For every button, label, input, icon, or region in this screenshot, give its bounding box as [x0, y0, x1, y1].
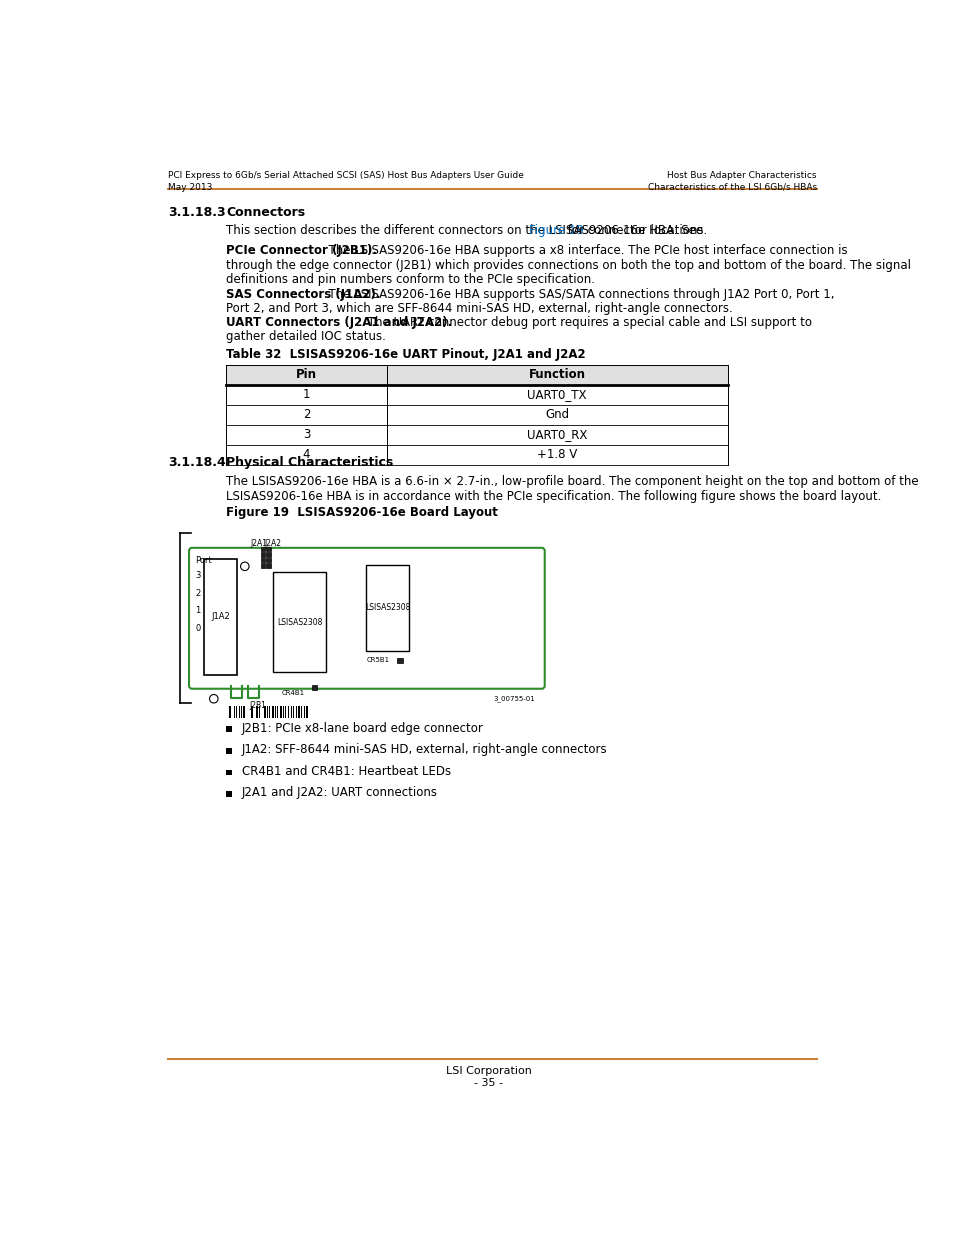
- Text: LSISAS9206-16e HBA is in accordance with the PCIe specification. The following f: LSISAS9206-16e HBA is in accordance with…: [226, 490, 881, 503]
- Text: 3.1.18.4: 3.1.18.4: [168, 456, 226, 469]
- Text: gather detailed IOC status.: gather detailed IOC status.: [226, 330, 386, 343]
- Text: LSISAS2308: LSISAS2308: [277, 618, 322, 626]
- Text: PCIe Connector (J2B1).: PCIe Connector (J2B1).: [226, 245, 376, 257]
- Text: Connectors: Connectors: [226, 206, 305, 219]
- Text: +1.8 V: +1.8 V: [537, 448, 577, 461]
- Bar: [260, 547, 265, 551]
- Text: for connector locations.: for connector locations.: [563, 225, 706, 237]
- Bar: [226, 748, 232, 753]
- Text: LSISAS2308: LSISAS2308: [365, 604, 410, 613]
- Text: The LSISAS9206-16e HBA is a 6.6-in × 2.7-in., low-profile board. The component h: The LSISAS9206-16e HBA is a 6.6-in × 2.7…: [226, 475, 918, 489]
- Text: 4: 4: [302, 448, 310, 461]
- Bar: [260, 552, 265, 557]
- Bar: [243, 705, 244, 718]
- Bar: [267, 705, 268, 718]
- Text: through the edge connector (J2B1) which provides connections on both the top and: through the edge connector (J2B1) which …: [226, 258, 910, 272]
- Text: 1: 1: [195, 606, 200, 615]
- Bar: [226, 425, 727, 445]
- Bar: [279, 705, 281, 718]
- Bar: [266, 558, 271, 562]
- Text: UART0_TX: UART0_TX: [527, 388, 586, 401]
- Text: Physical Characteristics: Physical Characteristics: [226, 456, 393, 469]
- Bar: [226, 384, 727, 405]
- Text: Port: Port: [195, 556, 212, 564]
- Text: Pin: Pin: [295, 368, 316, 382]
- Text: J2A2: J2A2: [264, 538, 281, 548]
- Text: Function: Function: [528, 368, 585, 382]
- Text: Figure 19: Figure 19: [529, 225, 583, 237]
- Bar: [251, 705, 253, 718]
- Text: Characteristics of the LSI 6Gb/s HBAs: Characteristics of the LSI 6Gb/s HBAs: [647, 183, 816, 191]
- Bar: [266, 552, 271, 557]
- Text: J2B1: J2B1: [250, 701, 266, 710]
- Text: The LSISAS9206-16e HBA supports a x8 interface. The PCIe host interface connecti: The LSISAS9206-16e HBA supports a x8 int…: [320, 245, 846, 257]
- Bar: [366, 564, 409, 651]
- Text: The UART connector debug port requires a special cable and LSI support to: The UART connector debug port requires a…: [363, 316, 811, 329]
- Bar: [204, 558, 236, 674]
- Text: UART0_RX: UART0_RX: [526, 429, 587, 441]
- Text: definitions and pin numbers conform to the PCIe specification.: definitions and pin numbers conform to t…: [226, 273, 595, 287]
- Text: J1A2: J1A2: [212, 613, 230, 621]
- Circle shape: [210, 694, 218, 703]
- Text: J2A1: J2A1: [250, 538, 267, 548]
- Bar: [260, 558, 265, 562]
- Bar: [274, 705, 276, 718]
- Bar: [226, 364, 727, 384]
- Bar: [264, 705, 266, 718]
- Text: 3_00755-01: 3_00755-01: [493, 695, 535, 703]
- Bar: [238, 705, 240, 718]
- Text: Figure 19  LSISAS9206-16e Board Layout: Figure 19 LSISAS9206-16e Board Layout: [226, 506, 497, 519]
- Text: CR4B1 and CR4B1: Heartbeat LEDs: CR4B1 and CR4B1: Heartbeat LEDs: [241, 764, 451, 778]
- Text: J2A1 and J2A2: UART connections: J2A1 and J2A2: UART connections: [241, 787, 437, 799]
- Text: PCI Express to 6Gb/s Serial Attached SCSI (SAS) Host Bus Adapters User Guide: PCI Express to 6Gb/s Serial Attached SCS…: [168, 172, 523, 180]
- Bar: [295, 705, 297, 718]
- Text: CR4B1: CR4B1: [281, 690, 304, 697]
- Text: This section describes the different connectors on the LSISAS9206-16e HBA. See: This section describes the different con…: [226, 225, 706, 237]
- Bar: [397, 658, 402, 663]
- Circle shape: [240, 562, 249, 571]
- Bar: [226, 769, 232, 776]
- Bar: [226, 405, 727, 425]
- Text: 1: 1: [302, 388, 310, 401]
- Text: Table 32  LSISAS9206-16e UART Pinout, J2A1 and J2A2: Table 32 LSISAS9206-16e UART Pinout, J2A…: [226, 347, 585, 361]
- Bar: [229, 705, 231, 718]
- Bar: [266, 563, 271, 568]
- Bar: [291, 705, 292, 718]
- Text: J1A2: SFF-8644 mini-SAS HD, external, right-angle connectors: J1A2: SFF-8644 mini-SAS HD, external, ri…: [241, 743, 607, 756]
- Text: 2: 2: [195, 589, 200, 598]
- Bar: [226, 445, 727, 464]
- Text: CR5B1: CR5B1: [366, 657, 389, 663]
- Text: 3.1.18.3: 3.1.18.3: [168, 206, 226, 219]
- Text: SAS Connectors (J1A2).: SAS Connectors (J1A2).: [226, 288, 380, 300]
- Text: 2: 2: [302, 408, 310, 421]
- Text: LSI Corporation: LSI Corporation: [445, 1066, 532, 1076]
- Text: May 2013: May 2013: [168, 183, 213, 191]
- Bar: [282, 705, 284, 718]
- Bar: [303, 705, 305, 718]
- Text: J2B1: PCIe x8-lane board edge connector: J2B1: PCIe x8-lane board edge connector: [241, 721, 483, 735]
- Bar: [233, 705, 235, 718]
- Text: - 35 -: - 35 -: [474, 1078, 503, 1088]
- Text: The LSISAS9206-16e HBA supports SAS/SATA connections through J1A2 Port 0, Port 1: The LSISAS9206-16e HBA supports SAS/SATA…: [320, 288, 834, 300]
- Bar: [274, 573, 326, 672]
- Bar: [266, 547, 271, 551]
- Bar: [226, 792, 232, 797]
- Text: UART Connectors (J2A1 and J2A2).: UART Connectors (J2A1 and J2A2).: [226, 316, 452, 329]
- Text: Gnd: Gnd: [544, 408, 569, 421]
- Bar: [272, 705, 274, 718]
- Bar: [306, 705, 308, 718]
- Bar: [298, 705, 299, 718]
- Text: 3: 3: [195, 571, 200, 580]
- Text: Host Bus Adapter Characteristics: Host Bus Adapter Characteristics: [666, 172, 816, 180]
- Bar: [288, 705, 289, 718]
- Text: 3: 3: [302, 429, 310, 441]
- FancyBboxPatch shape: [189, 548, 544, 689]
- Bar: [256, 705, 257, 718]
- Text: Port 2, and Port 3, which are SFF-8644 mini-SAS HD, external, right-angle connec: Port 2, and Port 3, which are SFF-8644 m…: [226, 301, 732, 315]
- Bar: [260, 563, 265, 568]
- Bar: [312, 684, 317, 689]
- Bar: [226, 726, 232, 732]
- Bar: [258, 705, 260, 718]
- Text: 0: 0: [195, 624, 200, 634]
